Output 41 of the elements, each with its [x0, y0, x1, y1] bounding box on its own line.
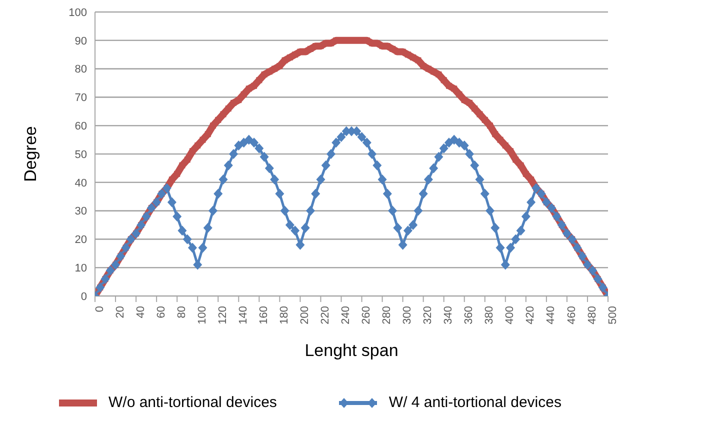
x-tick-label: 200 [299, 306, 312, 324]
x-tick-label: 220 [320, 306, 332, 324]
x-tick-label: 380 [484, 306, 496, 324]
legend-label: W/ 4 anti-tortional devices [388, 394, 562, 411]
x-tick-label: 60 [155, 306, 168, 318]
x-tick-label: 240 [340, 306, 352, 324]
y-tick-label: 20 [74, 234, 87, 246]
y-tick-label: 80 [74, 64, 87, 76]
y-tick-label: 70 [74, 92, 87, 104]
y-tick-label: 10 [74, 262, 87, 275]
x-tick-label: 40 [134, 306, 147, 318]
y-tick-label: 30 [74, 206, 87, 218]
y-tick-label: 100 [68, 6, 87, 19]
y-tick-label: 50 [74, 148, 87, 161]
x-tick-label: 280 [381, 306, 394, 324]
legend-label: W/o anti-tortional devices [108, 394, 277, 411]
x-tick-label: 320 [422, 306, 434, 324]
x-tick-label: 400 [504, 306, 516, 324]
x-tick-label: 180 [278, 306, 290, 324]
x-tick-label: 460 [566, 306, 578, 324]
y-tick-label: 60 [74, 120, 87, 133]
x-tick-label: 20 [114, 306, 126, 318]
y-axis-title: Degree [21, 126, 40, 182]
x-tick-label: 360 [463, 306, 476, 324]
x-tick-label: 420 [524, 306, 537, 324]
x-tick-label: 0 [94, 306, 106, 312]
x-tick-label: 300 [402, 306, 414, 324]
x-axis-title: Lenght span [304, 341, 398, 360]
x-tick-label: 260 [360, 306, 373, 324]
x-tick-label: 160 [258, 306, 270, 324]
x-tick-label: 500 [606, 306, 619, 324]
x-tick-label: 480 [586, 306, 598, 324]
x-tick-label: 100 [196, 306, 208, 324]
y-tick-label: 0 [80, 290, 87, 303]
y-tick-label: 40 [74, 177, 87, 190]
x-tick-label: 440 [545, 306, 558, 324]
x-tick-label: 340 [442, 306, 455, 324]
x-tick-label: 120 [216, 306, 229, 324]
x-tick-label: 140 [237, 306, 250, 324]
x-tick-label: 80 [176, 306, 188, 318]
y-tick-label: 90 [74, 35, 87, 48]
